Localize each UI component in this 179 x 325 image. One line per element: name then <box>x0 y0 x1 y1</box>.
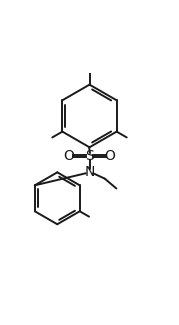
Text: O: O <box>105 149 115 163</box>
Text: S: S <box>85 149 94 163</box>
Text: N: N <box>84 165 95 179</box>
Text: O: O <box>64 149 74 163</box>
